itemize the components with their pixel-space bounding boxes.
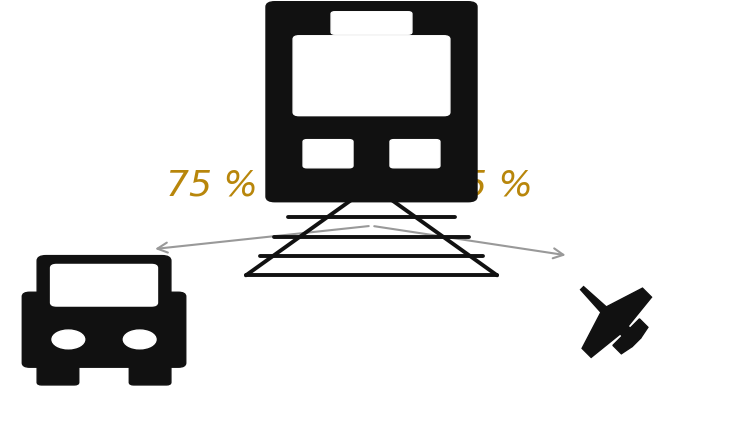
FancyBboxPatch shape [293,36,450,116]
Circle shape [123,330,156,349]
FancyBboxPatch shape [390,140,440,168]
FancyBboxPatch shape [37,256,171,317]
FancyBboxPatch shape [303,140,353,168]
Text: 75 %: 75 % [166,168,258,202]
Polygon shape [582,311,623,357]
FancyBboxPatch shape [331,12,412,34]
FancyBboxPatch shape [266,2,477,202]
Text: 25 %: 25 % [441,168,533,202]
FancyBboxPatch shape [129,365,171,385]
FancyBboxPatch shape [22,292,186,367]
Polygon shape [613,336,632,354]
FancyBboxPatch shape [51,265,158,306]
Polygon shape [580,287,640,347]
Polygon shape [605,288,652,329]
Polygon shape [630,319,648,338]
Circle shape [52,330,85,349]
FancyBboxPatch shape [37,365,79,385]
